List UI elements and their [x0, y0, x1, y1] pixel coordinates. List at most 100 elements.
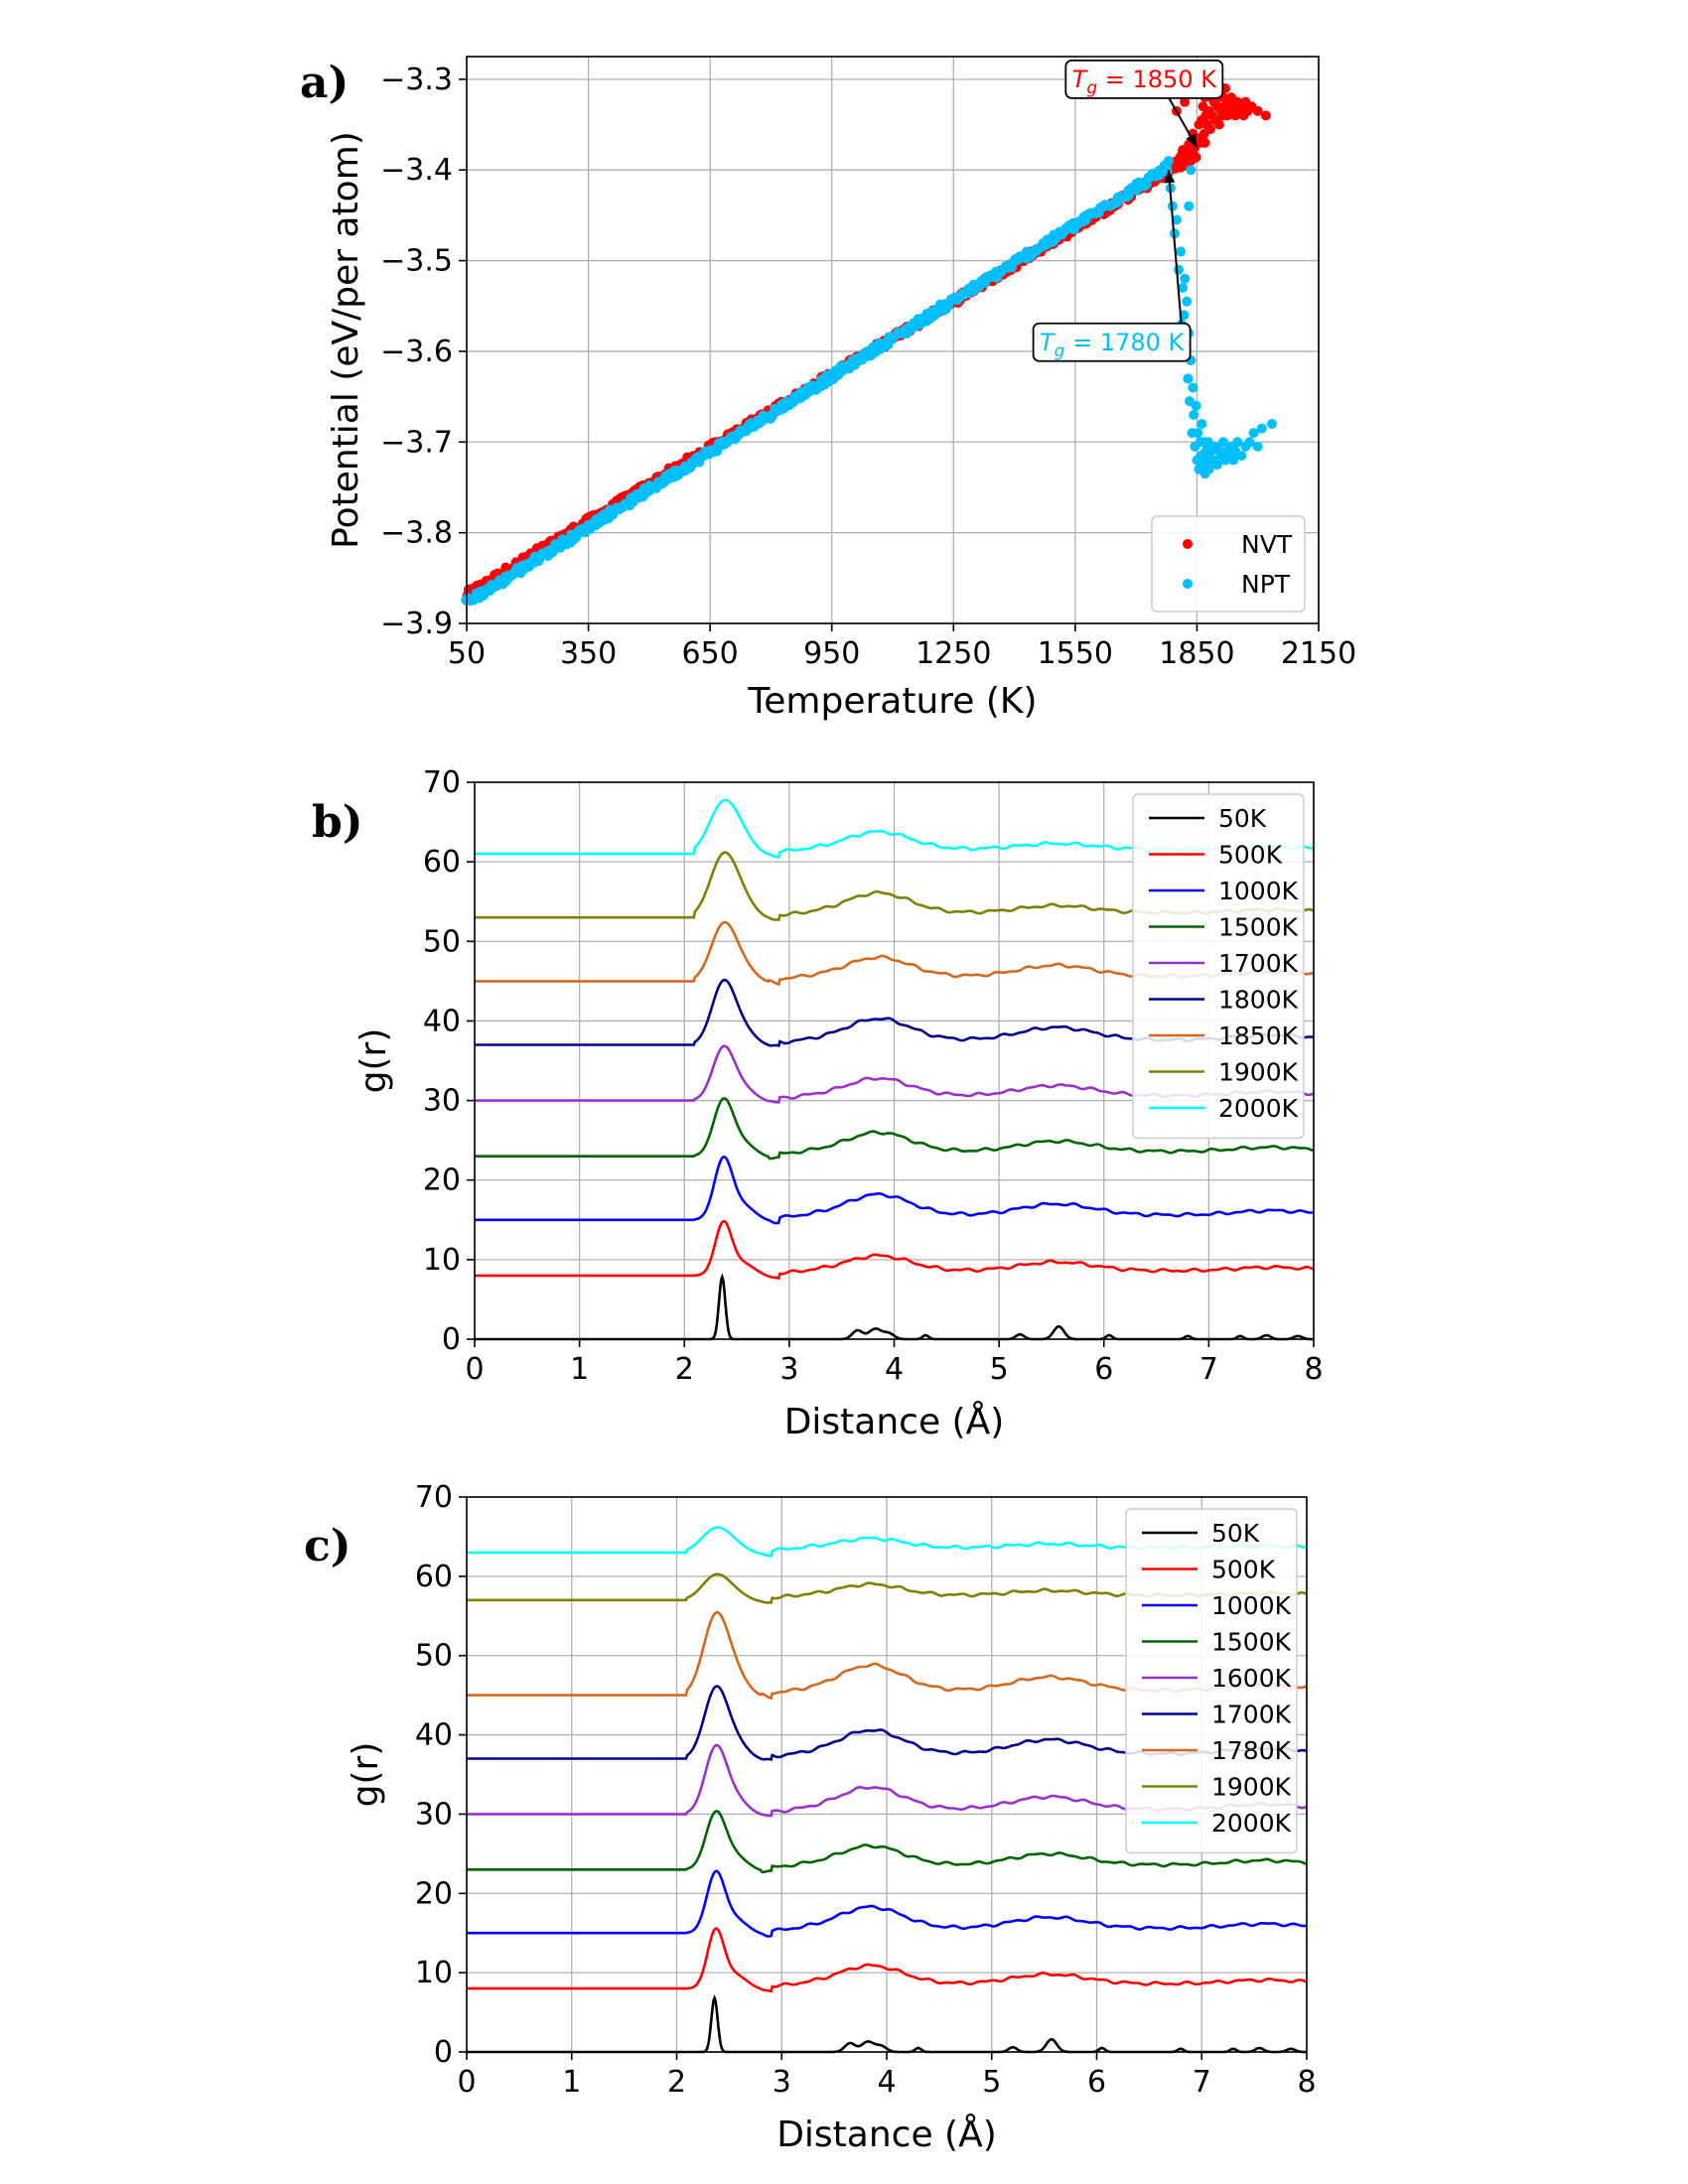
- b-y-tick-label: 50: [423, 924, 461, 959]
- b-y-tick-label: 60: [423, 845, 461, 880]
- annotation-box: [1064, 59, 1224, 99]
- b-y-tick-label: 70: [423, 765, 461, 800]
- series-line-1000k: [475, 1155, 1315, 1225]
- legend-label-50k: 50K: [1218, 804, 1267, 833]
- a-y-tick-label: −3.6: [380, 335, 453, 369]
- a-y-tick-label: −3.7: [380, 425, 453, 460]
- b-x-tick-label: 3: [779, 1352, 798, 1387]
- legend-label-npt: NPT: [1241, 570, 1291, 599]
- a-x-tick-label: 650: [682, 636, 739, 671]
- panel-a-frame: [466, 56, 1320, 624]
- data-point-npt: [1267, 419, 1278, 430]
- b-y-tick-label: 30: [423, 1084, 461, 1119]
- panel-c-y-axis-label: g(r): [346, 1742, 386, 1808]
- series-line-1000k: [467, 1869, 1307, 1938]
- data-point-npt: [1180, 273, 1191, 284]
- legend-label-1900k: 1900K: [1211, 1773, 1292, 1802]
- b-x-tick-label: 0: [465, 1352, 484, 1387]
- data-point-npt: [1186, 165, 1196, 176]
- a-y-tick-label: −3.3: [380, 63, 453, 97]
- legend-label-1600k: 1600K: [1211, 1664, 1292, 1693]
- a-x-tick-label: 2150: [1281, 636, 1356, 671]
- annotation-arrowhead: [1186, 133, 1197, 148]
- b-y-tick-label: 0: [442, 1322, 461, 1357]
- a-y-tick-label: −3.4: [380, 153, 453, 188]
- panel-a-x-axis-label: Temperature (K): [747, 681, 1037, 722]
- panel-c: c) 0 1 2 3 4 5 6 7 8 0 10 20 30 40 50 60 70 Distance (Å)…: [304, 1480, 1317, 2155]
- series-line-500k: [467, 1927, 1308, 1993]
- panel-a-label: a): [300, 58, 349, 108]
- data-point-nvt: [1204, 124, 1215, 135]
- legend-label-500k: 500K: [1218, 841, 1283, 870]
- panel-c-label: c): [304, 1521, 352, 1571]
- c-y-tick-label: 0: [434, 2035, 453, 2070]
- c-y-tick-label: 20: [415, 1876, 453, 1911]
- c-x-tick-label: 1: [562, 2065, 581, 2100]
- a-x-tick-label: 350: [560, 636, 617, 671]
- c-y-tick-label: 70: [415, 1480, 453, 1515]
- b-y-tick-label: 20: [423, 1163, 461, 1198]
- data-point-npt: [1232, 437, 1243, 448]
- data-point-npt: [1191, 400, 1201, 411]
- panel-a-points: [461, 73, 1278, 607]
- a-y-tick-label: −3.8: [380, 516, 453, 551]
- legend-label-1900k: 1900K: [1218, 1058, 1299, 1087]
- legend-marker-nvt: [1183, 539, 1193, 549]
- legend-label-1000k: 1000K: [1211, 1591, 1292, 1620]
- data-point-npt: [1184, 201, 1195, 211]
- legend-box: [1125, 1508, 1298, 1854]
- c-y-tick-label: 50: [415, 1639, 453, 1674]
- annotation-label: Tg = 1780 K: [1040, 329, 1186, 361]
- c-y-tick-label: 40: [415, 1718, 453, 1753]
- data-point-npt: [1244, 437, 1255, 448]
- data-point-nvt: [1252, 105, 1263, 116]
- a-y-tick-label: −3.5: [380, 244, 453, 279]
- legend-label-1780k: 1780K: [1211, 1736, 1292, 1765]
- a-x-tick-label: 1250: [915, 636, 991, 671]
- data-point-npt: [1163, 156, 1174, 167]
- panel-a-ticks: 50 350 650 950 1250 1550 1850 2150 −3.9 −3.8 −3.7 −…: [380, 63, 1356, 671]
- legend-label-2000k: 2000K: [1211, 1809, 1292, 1838]
- legend-label-1000k: 1000K: [1218, 877, 1299, 905]
- legend-label-1700k: 1700K: [1211, 1701, 1292, 1729]
- panel-a: a) 50 350 650 950 1250 1550 1850 2150 −3.9 −3.8 −3…: [300, 56, 1356, 722]
- legend-label-1700k: 1700K: [1218, 949, 1299, 978]
- a-x-tick-label: 1850: [1159, 636, 1234, 671]
- data-point-npt: [1248, 428, 1259, 439]
- b-x-tick-label: 7: [1199, 1352, 1218, 1387]
- b-x-tick-label: 2: [675, 1352, 694, 1387]
- data-point-npt: [1236, 450, 1247, 461]
- annotation-box: [1032, 322, 1192, 362]
- panel-c-ticks: 0 1 2 3 4 5 6 7 8 0 10 20 30 40 50 60 70: [415, 1480, 1317, 2100]
- data-point-npt: [1196, 419, 1207, 430]
- panel-a-y-axis-label: Potential (eV/per atom): [326, 131, 366, 549]
- panel-a-legend: NVT NPT: [1151, 515, 1306, 613]
- legend-label-1800k: 1800K: [1218, 986, 1299, 1015]
- panel-c-x-axis-label: Distance (Å): [776, 2113, 997, 2155]
- c-x-tick-label: 5: [982, 2065, 1001, 2100]
- data-point-nvt: [1260, 110, 1271, 121]
- data-point-npt: [1167, 201, 1178, 211]
- c-y-tick-label: 60: [415, 1560, 453, 1594]
- data-point-npt: [1203, 464, 1214, 475]
- b-x-tick-label: 5: [990, 1352, 1009, 1387]
- c-x-tick-label: 6: [1087, 2065, 1106, 2100]
- c-x-tick-label: 8: [1297, 2065, 1316, 2100]
- b-x-tick-label: 6: [1094, 1352, 1113, 1387]
- data-point-nvt: [1213, 119, 1224, 130]
- data-point-npt: [1217, 437, 1228, 448]
- data-point-nvt: [1180, 96, 1191, 107]
- b-x-tick-label: 4: [885, 1352, 904, 1387]
- legend-label-1850k: 1850K: [1218, 1022, 1299, 1050]
- a-x-tick-label: 950: [803, 636, 860, 671]
- annotation-arrowhead: [1164, 170, 1176, 184]
- c-y-tick-label: 10: [415, 1956, 453, 1990]
- a-x-tick-label: 50: [448, 636, 486, 671]
- data-point-nvt: [1186, 156, 1196, 167]
- c-x-tick-label: 4: [877, 2065, 896, 2100]
- legend-label-50k: 50K: [1211, 1519, 1260, 1548]
- legend-box: [1132, 793, 1305, 1140]
- data-point-npt: [1211, 460, 1222, 471]
- data-point-npt: [1188, 382, 1198, 393]
